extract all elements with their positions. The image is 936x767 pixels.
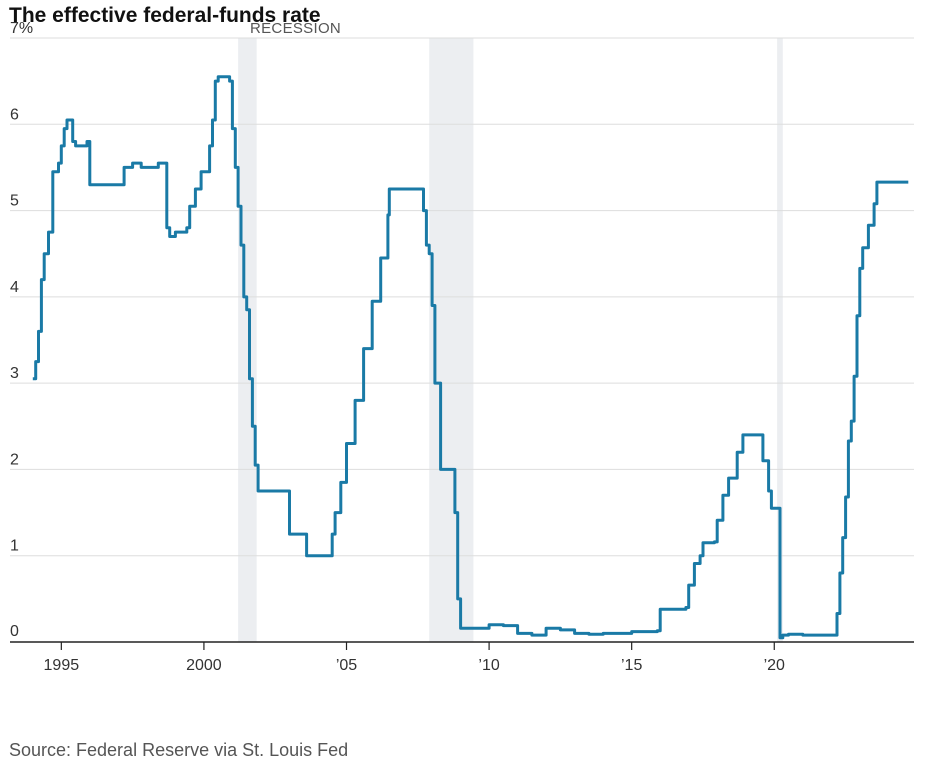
y-tick-label-1: 1 — [10, 538, 19, 555]
recession-band-3 — [777, 38, 783, 642]
chart-title: The effective federal-funds rate — [9, 4, 321, 27]
y-tick-label-2: 2 — [10, 451, 19, 468]
y-axis: 0 1 2 3 4 5 6 7% — [10, 20, 33, 640]
x-axis: 1995 2000 ’05 ’10 ’15 ’20 — [44, 642, 785, 674]
x-tick-label-2005: ’05 — [336, 657, 357, 674]
y-tick-label-4: 4 — [10, 279, 19, 296]
recession-band-2 — [429, 38, 474, 642]
y-tick-label-6: 6 — [10, 106, 19, 123]
y-tick-label-5: 5 — [10, 193, 19, 210]
recession-band-1 — [238, 38, 257, 642]
y-tick-label-0: 0 — [10, 623, 19, 640]
x-tick-label-2010: ’10 — [478, 657, 499, 674]
y-tick-label-3: 3 — [10, 365, 19, 382]
x-tick-label-2000: 2000 — [186, 657, 222, 674]
recession-bands — [238, 38, 783, 642]
x-tick-label-1995: 1995 — [44, 657, 80, 674]
series-line-fed-funds-rate — [32, 75, 909, 640]
y-gridlines — [10, 37, 914, 557]
x-tick-label-2015: ’15 — [621, 657, 642, 674]
recession-label: RECESSION — [250, 20, 341, 37]
x-tick-label-2020: ’20 — [764, 657, 785, 674]
y-tick-label-7: 7% — [10, 20, 33, 37]
source-note: Source: Federal Reserve via St. Louis Fe… — [9, 740, 348, 760]
